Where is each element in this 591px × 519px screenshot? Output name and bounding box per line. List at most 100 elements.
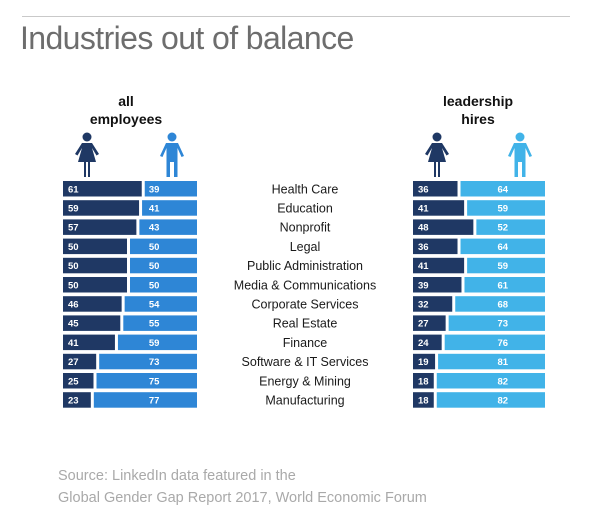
- female-bar: [63, 296, 122, 312]
- female-bar: [63, 315, 121, 331]
- male-value-label: 59: [497, 261, 508, 272]
- male-figure-icon: [508, 132, 532, 177]
- female-bar: [63, 392, 91, 408]
- female-value-label: 46: [68, 299, 79, 310]
- male-value-label: 76: [497, 338, 508, 349]
- male-bar: [467, 200, 545, 216]
- female-bar: [413, 238, 458, 255]
- female-figure-icon: [425, 132, 449, 177]
- top-rule: [22, 16, 570, 17]
- female-value-label: 41: [418, 261, 429, 272]
- source-line-2: Global Gender Gap Report 2017, World Eco…: [58, 490, 427, 506]
- female-value-label: 50: [68, 261, 79, 272]
- right-group-label: leadership hires: [418, 92, 538, 128]
- male-bar: [464, 277, 545, 293]
- female-figure-icon: [75, 132, 99, 177]
- female-value-label: 50: [68, 242, 79, 253]
- male-value-label: 50: [149, 280, 160, 291]
- female-bar: [413, 219, 474, 235]
- female-bar: [413, 257, 465, 274]
- male-bar: [460, 181, 545, 197]
- male-value-label: 61: [497, 280, 508, 291]
- female-value-label: 57: [68, 223, 79, 234]
- female-value-label: 18: [418, 395, 429, 406]
- female-value-label: 36: [418, 242, 429, 253]
- category-label: Media & Communications: [234, 278, 376, 292]
- male-bar: [444, 334, 545, 351]
- left-group-label-line-1: all: [118, 93, 134, 109]
- female-value-label: 50: [68, 280, 79, 291]
- male-bar: [455, 296, 545, 312]
- female-value-label: 32: [418, 299, 429, 310]
- category-label: Health Care: [272, 182, 339, 196]
- female-bar: [63, 257, 127, 274]
- male-value-label: 64: [497, 242, 508, 253]
- right-group-label-line-1: leadership: [442, 93, 514, 109]
- female-bar: [63, 219, 137, 235]
- female-value-label: 61: [68, 184, 79, 195]
- female-value-label: 45: [68, 319, 79, 330]
- male-bar: [476, 219, 545, 235]
- female-bar: [413, 392, 434, 408]
- male-value-label: 68: [497, 299, 508, 310]
- female-value-label: 41: [418, 203, 429, 214]
- female-bar: [413, 334, 442, 351]
- male-bar: [436, 392, 545, 408]
- left-group-label-line-2: employees: [89, 111, 163, 127]
- male-bar: [436, 373, 545, 389]
- female-value-label: 23: [68, 395, 79, 406]
- male-value-label: 59: [149, 338, 160, 349]
- male-bar: [130, 238, 197, 255]
- male-value-label: 39: [149, 184, 160, 195]
- female-value-label: 27: [418, 319, 429, 330]
- right-group-label-line-2: hires: [461, 111, 495, 127]
- source-line-1: Source: LinkedIn data featured in the: [58, 468, 296, 484]
- female-value-label: 41: [68, 338, 79, 349]
- male-value-label: 55: [149, 319, 160, 330]
- category-label: Finance: [283, 336, 328, 350]
- male-value-label: 75: [149, 376, 160, 387]
- male-value-label: 82: [497, 376, 508, 387]
- male-bar: [467, 257, 545, 274]
- female-value-label: 19: [418, 357, 429, 368]
- category-labels: Health Care Education Nonprofit Legal Public…: [234, 182, 376, 407]
- female-value-label: 18: [418, 376, 429, 387]
- male-value-label: 54: [149, 299, 160, 310]
- panel-leadership-hires: 36 64 41 59 48 52 36 64 41 59 39 61 32 68 27 73 24 76 19 81…: [413, 181, 545, 408]
- male-value-label: 43: [149, 223, 160, 234]
- male-value-label: 50: [149, 242, 160, 253]
- category-label: Legal: [290, 240, 321, 254]
- female-bar: [63, 200, 140, 216]
- male-bar: [130, 277, 197, 293]
- category-label: Manufacturing: [265, 393, 344, 407]
- panel-all-employees: 61 39 59 41 57 43 50 50 50 50 50 50 46 54 45 55 41 59 27 73…: [63, 181, 197, 408]
- category-label: Energy & Mining: [259, 374, 351, 388]
- male-bar: [142, 200, 197, 216]
- category-label: Corporate Services: [252, 297, 359, 311]
- male-bar: [96, 373, 197, 389]
- male-bar: [130, 257, 197, 274]
- male-value-label: 77: [149, 395, 160, 406]
- male-value-label: 50: [149, 261, 160, 272]
- female-bar: [63, 353, 97, 370]
- chart-title: Industries out of balance: [20, 20, 354, 56]
- category-label: Nonprofit: [280, 221, 331, 235]
- female-value-label: 25: [68, 376, 79, 387]
- left-group-label: all employees: [66, 92, 186, 128]
- male-bar: [123, 315, 197, 331]
- female-bar: [63, 277, 127, 293]
- female-bar: [413, 296, 453, 312]
- female-value-label: 48: [418, 223, 429, 234]
- category-label: Real Estate: [273, 317, 338, 331]
- female-bar: [63, 334, 115, 351]
- male-value-label: 82: [497, 395, 508, 406]
- female-bar: [413, 353, 436, 370]
- male-bar: [448, 315, 545, 331]
- male-bar: [99, 353, 197, 370]
- male-bar: [144, 181, 197, 197]
- male-bar: [438, 353, 545, 370]
- female-value-label: 24: [418, 338, 429, 349]
- male-bar: [139, 219, 197, 235]
- female-bar: [413, 373, 434, 389]
- male-bar: [124, 296, 197, 312]
